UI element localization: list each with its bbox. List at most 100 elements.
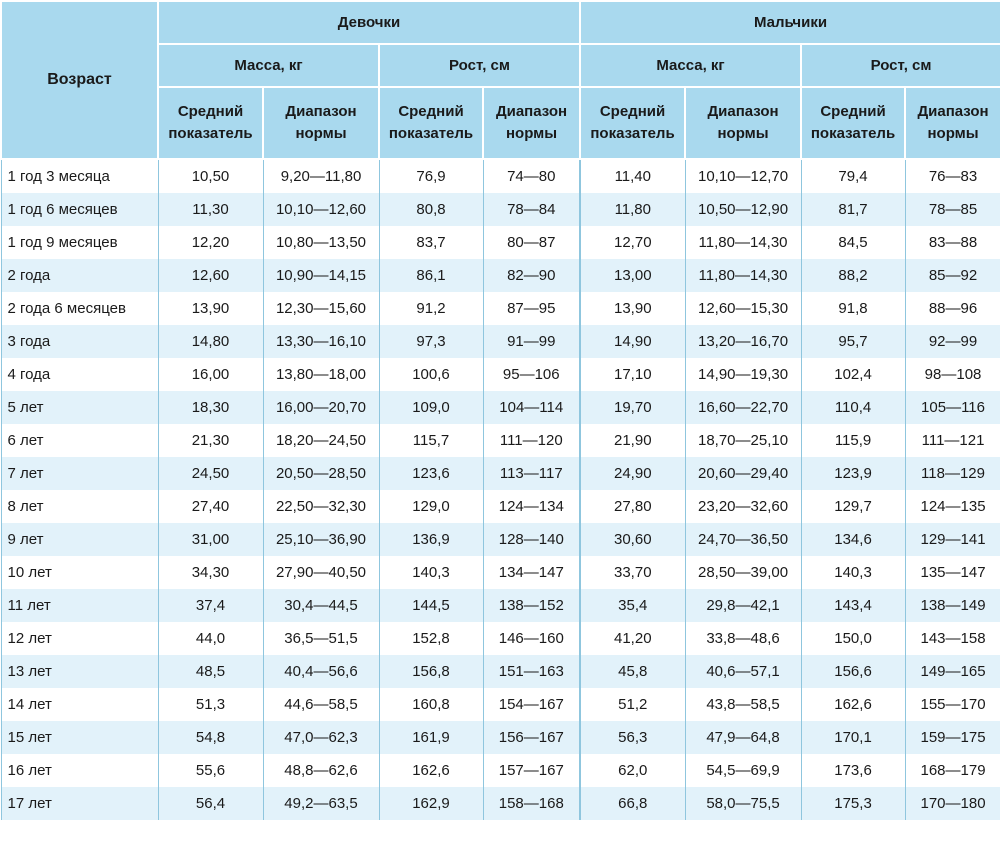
table-row: 4 года 16,00 13,80—18,00 100,6 95—106 17,10 14… — [0, 358, 1000, 391]
boys-mass-average-cell: 11,80 — [579, 193, 686, 226]
girls-height-average-cell: 156,8 — [378, 655, 484, 688]
boys-height-range-cell: 92—99 — [904, 325, 1000, 358]
boys-mass-range-cell: 14,90—19,30 — [684, 358, 802, 391]
boys-height-range-cell: 168—179 — [904, 754, 1000, 787]
boys-mass-average-cell: 56,3 — [579, 721, 686, 754]
growth-norms-table: Возраст Девочки Мальчики Масса, кг Рост,… — [0, 0, 1000, 820]
girls-mass-average-cell: 10,50 — [157, 159, 264, 193]
girls-mass-average-cell: 31,00 — [157, 523, 264, 556]
girls-height-range-cell: 156—167 — [482, 721, 582, 754]
girls-height-average-cell: 115,7 — [378, 424, 484, 457]
girls-mass-average-cell: 51,3 — [157, 688, 264, 721]
girls-height-range-cell: 157—167 — [482, 754, 582, 787]
boys-mass-range-cell: 33,8—48,6 — [684, 622, 802, 655]
age-cell: 1 год 3 месяца — [0, 159, 159, 193]
boys-height-average-cell: 156,6 — [800, 655, 906, 688]
age-cell: 14 лет — [0, 688, 159, 721]
girls-height-range-cell: 82—90 — [482, 259, 582, 292]
boys-mass-average-cell: 41,20 — [579, 622, 686, 655]
girls-height-range-cell: 113—117 — [482, 457, 582, 490]
girls-mass-range-cell: 13,80—18,00 — [262, 358, 380, 391]
boys-height-average-cell: 110,4 — [800, 391, 906, 424]
girls-height-average-cell: 109,0 — [378, 391, 484, 424]
table-row: 7 лет 24,50 20,50—28,50 123,6 113—117 24,90 20… — [0, 457, 1000, 490]
girls-mass-range-cell: 44,6—58,5 — [262, 688, 380, 721]
boys-mass-average-cell: 13,90 — [579, 292, 686, 325]
girls-mass-range-cell: 9,20—11,80 — [262, 159, 380, 193]
girls-height-average-cell: 83,7 — [378, 226, 484, 259]
girls-height-average-cell: 123,6 — [378, 457, 484, 490]
girls-mass-average-cell: 13,90 — [157, 292, 264, 325]
table-row: 11 лет 37,4 30,4—44,5 144,5 138—152 35,4 29,8—… — [0, 589, 1000, 622]
boys-height-average-cell: 91,8 — [800, 292, 906, 325]
girls-mass-average-cell: 12,60 — [157, 259, 264, 292]
table-row: 2 года 6 месяцев 13,90 12,30—15,60 91,2 87—9… — [0, 292, 1000, 325]
boys-height-average-cell: 95,7 — [800, 325, 906, 358]
boys-mass-range-cell: 13,20—16,70 — [684, 325, 802, 358]
boys-header: Мальчики — [579, 0, 1000, 45]
boys-mass-range-cell: 12,60—15,30 — [684, 292, 802, 325]
age-cell: 15 лет — [0, 721, 159, 754]
girls-mass-header: Масса, кг — [157, 43, 380, 88]
girls-height-average-cell: 76,9 — [378, 159, 484, 193]
girls-mass-average-header: Средний показатель — [157, 86, 264, 160]
girls-mass-range-cell: 27,90—40,50 — [262, 556, 380, 589]
girls-mass-average-cell: 14,80 — [157, 325, 264, 358]
boys-height-range-cell: 98—108 — [904, 358, 1000, 391]
boys-height-average-cell: 150,0 — [800, 622, 906, 655]
age-cell: 1 год 6 месяцев — [0, 193, 159, 226]
girls-height-range-cell: 154—167 — [482, 688, 582, 721]
girls-height-average-cell: 136,9 — [378, 523, 484, 556]
girls-height-average-cell: 86,1 — [378, 259, 484, 292]
boys-mass-range-cell: 18,70—25,10 — [684, 424, 802, 457]
girls-height-range-cell: 158—168 — [482, 787, 582, 820]
table-row: 13 лет 48,5 40,4—56,6 156,8 151—163 45,8 40,6—… — [0, 655, 1000, 688]
table-row: 1 год 6 месяцев 11,30 10,10—12,60 80,8 78—84… — [0, 193, 1000, 226]
girls-mass-range-cell: 10,80—13,50 — [262, 226, 380, 259]
boys-mass-range-cell: 23,20—32,60 — [684, 490, 802, 523]
girls-mass-average-cell: 48,5 — [157, 655, 264, 688]
girls-mass-average-cell: 18,30 — [157, 391, 264, 424]
boys-mass-average-cell: 33,70 — [579, 556, 686, 589]
girls-mass-average-cell: 37,4 — [157, 589, 264, 622]
table-row: 1 год 3 месяца 10,50 9,20—11,80 76,9 74—80 11… — [0, 159, 1000, 193]
girls-height-average-cell: 91,2 — [378, 292, 484, 325]
boys-height-range-cell: 143—158 — [904, 622, 1000, 655]
boys-height-average-cell: 84,5 — [800, 226, 906, 259]
boys-mass-range-cell: 11,80—14,30 — [684, 226, 802, 259]
boys-height-range-cell: 129—141 — [904, 523, 1000, 556]
boys-mass-range-cell: 47,9—64,8 — [684, 721, 802, 754]
age-cell: 17 лет — [0, 787, 159, 820]
boys-height-average-header: Средний показатель — [800, 86, 907, 160]
girls-height-average-cell: 144,5 — [378, 589, 484, 622]
girls-height-range-cell: 138—152 — [482, 589, 582, 622]
table-row: 15 лет 54,8 47,0—62,3 161,9 156—167 56,3 47,9—… — [0, 721, 1000, 754]
table-row: 14 лет 51,3 44,6—58,5 160,8 154—167 51,2 43,8—… — [0, 688, 1000, 721]
age-cell: 11 лет — [0, 589, 159, 622]
boys-mass-range-cell: 10,10—12,70 — [684, 159, 802, 193]
girls-height-range-cell: 91—99 — [482, 325, 582, 358]
girls-height-range-cell: 95—106 — [482, 358, 582, 391]
girls-height-average-cell: 129,0 — [378, 490, 484, 523]
girls-mass-average-cell: 12,20 — [157, 226, 264, 259]
girls-mass-average-cell: 56,4 — [157, 787, 264, 820]
boys-height-range-cell: 78—85 — [904, 193, 1000, 226]
boys-mass-range-cell: 28,50—39,00 — [684, 556, 802, 589]
girls-height-range-cell: 74—80 — [482, 159, 582, 193]
boys-height-average-cell: 162,6 — [800, 688, 906, 721]
boys-mass-average-cell: 13,00 — [579, 259, 686, 292]
boys-mass-range-cell: 43,8—58,5 — [684, 688, 802, 721]
boys-mass-average-cell: 11,40 — [579, 159, 686, 193]
table-row: 1 год 9 месяцев 12,20 10,80—13,50 83,7 80—87… — [0, 226, 1000, 259]
boys-height-range-cell: 118—129 — [904, 457, 1000, 490]
boys-mass-average-cell: 27,80 — [579, 490, 686, 523]
age-cell: 12 лет — [0, 622, 159, 655]
boys-height-range-header: Диапазон нормы — [904, 86, 1000, 160]
boys-height-range-cell: 159—175 — [904, 721, 1000, 754]
girls-mass-range-header: Диапазон нормы — [262, 86, 380, 160]
boys-mass-range-cell: 58,0—75,5 — [684, 787, 802, 820]
table-row: 17 лет 56,4 49,2—63,5 162,9 158—168 66,8 58,0—… — [0, 787, 1000, 820]
boys-mass-average-cell: 51,2 — [579, 688, 686, 721]
girls-height-range-cell: 87—95 — [482, 292, 582, 325]
boys-height-average-cell: 81,7 — [800, 193, 906, 226]
